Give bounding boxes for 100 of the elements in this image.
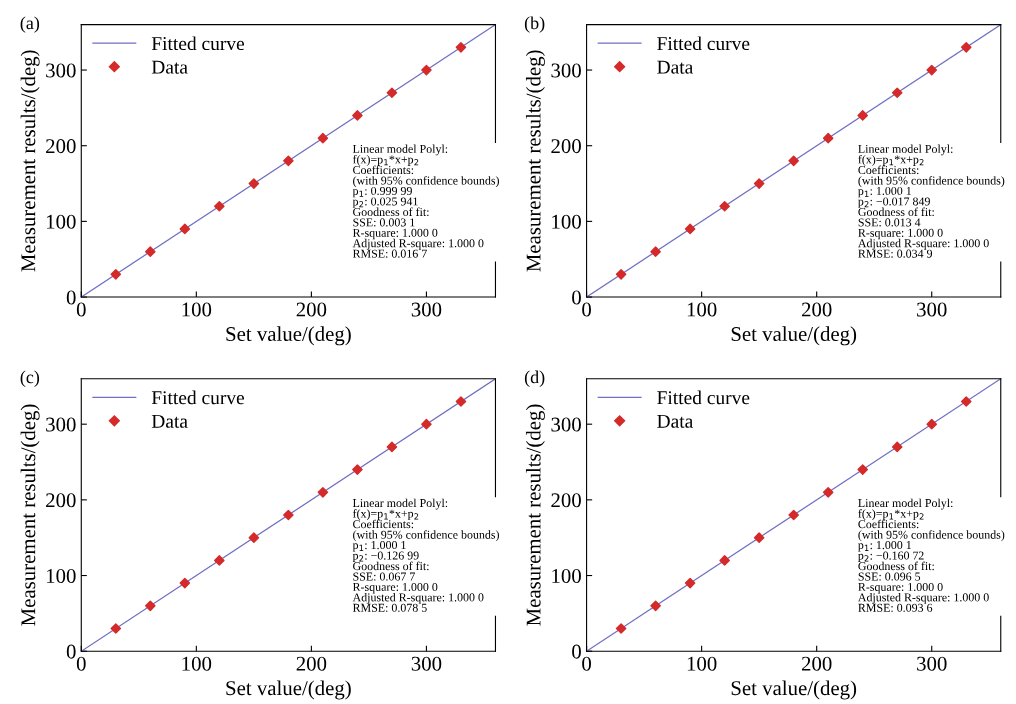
- y-tick-label: 300: [551, 417, 581, 432]
- x-tick-label: 200: [296, 656, 327, 671]
- point: [891, 87, 903, 99]
- chart-title: (d): [524, 370, 545, 387]
- x-axis-title: Set value/(deg): [731, 680, 857, 700]
- y-axis-title: Measurement results/(deg): [525, 50, 545, 272]
- point: [615, 269, 627, 280]
- x-tick-label: 100: [687, 656, 717, 671]
- legend-label: Data: [657, 60, 694, 74]
- chart-title: (a): [20, 16, 40, 33]
- point: [753, 178, 765, 189]
- point: [650, 600, 661, 612]
- legend-label: Fitted curve: [657, 36, 750, 51]
- point: [179, 577, 191, 589]
- x-axis-title: Set value/(deg): [731, 326, 857, 346]
- point: [386, 441, 398, 453]
- point: [110, 623, 122, 634]
- point: [960, 396, 972, 407]
- point: [145, 246, 156, 257]
- y-tick-label: 200: [551, 493, 581, 508]
- x-tick-label: 300: [411, 656, 442, 671]
- x-tick-label: 0: [582, 656, 591, 671]
- point: [650, 246, 661, 257]
- point: [317, 132, 329, 144]
- legend-label: Fitted curve: [151, 390, 245, 405]
- y-tick-label: 100: [47, 568, 76, 583]
- text: Linear model Polyl: f(x)=p$_{1}$*x+p$_{2}$ Coefficients: (with 95% confidence bounds) p$_{1}$: 1.000 1 p$_{2}$: −0.126 99 Goodness of fit: SSE: 0.067 7 R-square: 1.000 0 Adjusted R-square: 1.000 0 RMSE: 0.078 5: [352, 498, 499, 612]
- x-tick-label: 200: [296, 302, 327, 317]
- text: Linear model Polyl: f(x)=p$_{1}$*x+p$_{2}$ Coefficients: (with 95% confidence bounds) p$_{1}$: 1.000 1 p$_{2}$: −0.017 849 Goodness of fit: SSE: 0.013 4 R-square: 1.000 0 Adjusted R-square: 1.000 0 RMSE: 0.034 9: [857, 144, 1005, 258]
- point: [110, 269, 122, 280]
- point: [684, 577, 696, 589]
- x-tick-label: 200: [801, 656, 832, 671]
- point: [753, 532, 765, 543]
- point: [788, 509, 799, 521]
- point: [822, 132, 834, 144]
- legend-label: Data: [151, 60, 188, 74]
- point: [352, 110, 363, 121]
- y-tick-label: 300: [551, 63, 581, 78]
- legend-label: Data: [151, 414, 188, 428]
- x-tick-label: 0: [76, 656, 86, 671]
- y-tick-label: 0: [66, 290, 76, 305]
- point: [248, 178, 260, 189]
- x-tick-label: 300: [917, 302, 947, 317]
- point: [248, 532, 260, 543]
- point: [684, 223, 696, 235]
- x-axis-title: Set value/(deg): [226, 326, 351, 346]
- point: [214, 200, 225, 212]
- point: [926, 64, 938, 76]
- point: [455, 396, 467, 407]
- point: [822, 486, 834, 498]
- point: [857, 464, 869, 475]
- point: [788, 155, 799, 167]
- y-tick-label: 100: [552, 568, 581, 583]
- point: [857, 110, 869, 121]
- x-axis-title: Set value/(deg): [226, 680, 351, 700]
- y-tick-label: 0: [572, 290, 581, 305]
- y-tick-label: 300: [46, 63, 76, 78]
- point: [926, 418, 938, 430]
- x-tick-label: 0: [582, 302, 591, 317]
- point: [145, 600, 156, 612]
- legend-label: Data: [657, 414, 694, 428]
- x-tick-label: 300: [917, 656, 947, 671]
- text: Linear model Polyl: f(x)=p$_{1}$*x+p$_{2}$ Coefficients: (with 95% confidence bounds) p$_{1}$: 0.999 99 p$_{2}$: 0.025 941 Goodness of fit: SSE: 0.003 1 R-square: 1.000 0 Adjusted R-square: 1.000 0 RMSE: 0.016 7: [352, 144, 499, 258]
- point: [214, 555, 225, 566]
- point: [386, 87, 398, 99]
- x-tick-label: 100: [182, 302, 212, 317]
- y-axis-title: Measurement results/(deg): [525, 404, 545, 626]
- point: [283, 155, 294, 167]
- legend-label: Fitted curve: [657, 390, 750, 405]
- x-tick-label: 100: [182, 656, 212, 671]
- x-tick-label: 0: [76, 302, 86, 317]
- y-tick-label: 100: [47, 214, 76, 229]
- point: [615, 623, 627, 634]
- chart-title: (c): [20, 370, 40, 387]
- y-axis-title: Measurement results/(deg): [20, 404, 40, 626]
- point: [891, 441, 903, 453]
- point: [960, 42, 972, 53]
- legend-label: Fitted curve: [151, 36, 245, 51]
- point: [421, 64, 432, 76]
- y-tick-label: 200: [46, 139, 76, 154]
- chart-title: (b): [524, 16, 545, 33]
- y-tick-label: 0: [572, 644, 581, 659]
- point: [455, 42, 467, 53]
- y-axis-title: Measurement results/(deg): [20, 50, 40, 272]
- y-tick-label: 300: [46, 417, 76, 432]
- point: [719, 555, 730, 566]
- point: [317, 486, 329, 498]
- x-tick-label: 200: [801, 302, 832, 317]
- point: [421, 418, 432, 430]
- y-tick-label: 200: [46, 493, 76, 508]
- y-tick-label: 200: [551, 139, 581, 154]
- point: [719, 200, 730, 212]
- text: Linear model Polyl: f(x)=p$_{1}$*x+p$_{2}$ Coefficients: (with 95% confidence bounds) p$_{1}$: 1.000 1 p$_{2}$: −0.160 72 Goodness of fit: SSE: 0.096 5 R-square: 1.000 0 Adjusted R-square: 1.000 0 RMSE: 0.093 6: [857, 498, 1005, 612]
- y-tick-label: 0: [66, 644, 76, 659]
- x-tick-label: 100: [687, 302, 717, 317]
- x-tick-label: 300: [411, 302, 442, 317]
- point: [283, 509, 294, 521]
- y-tick-label: 100: [552, 214, 581, 229]
- point: [352, 464, 363, 475]
- point: [179, 223, 191, 235]
